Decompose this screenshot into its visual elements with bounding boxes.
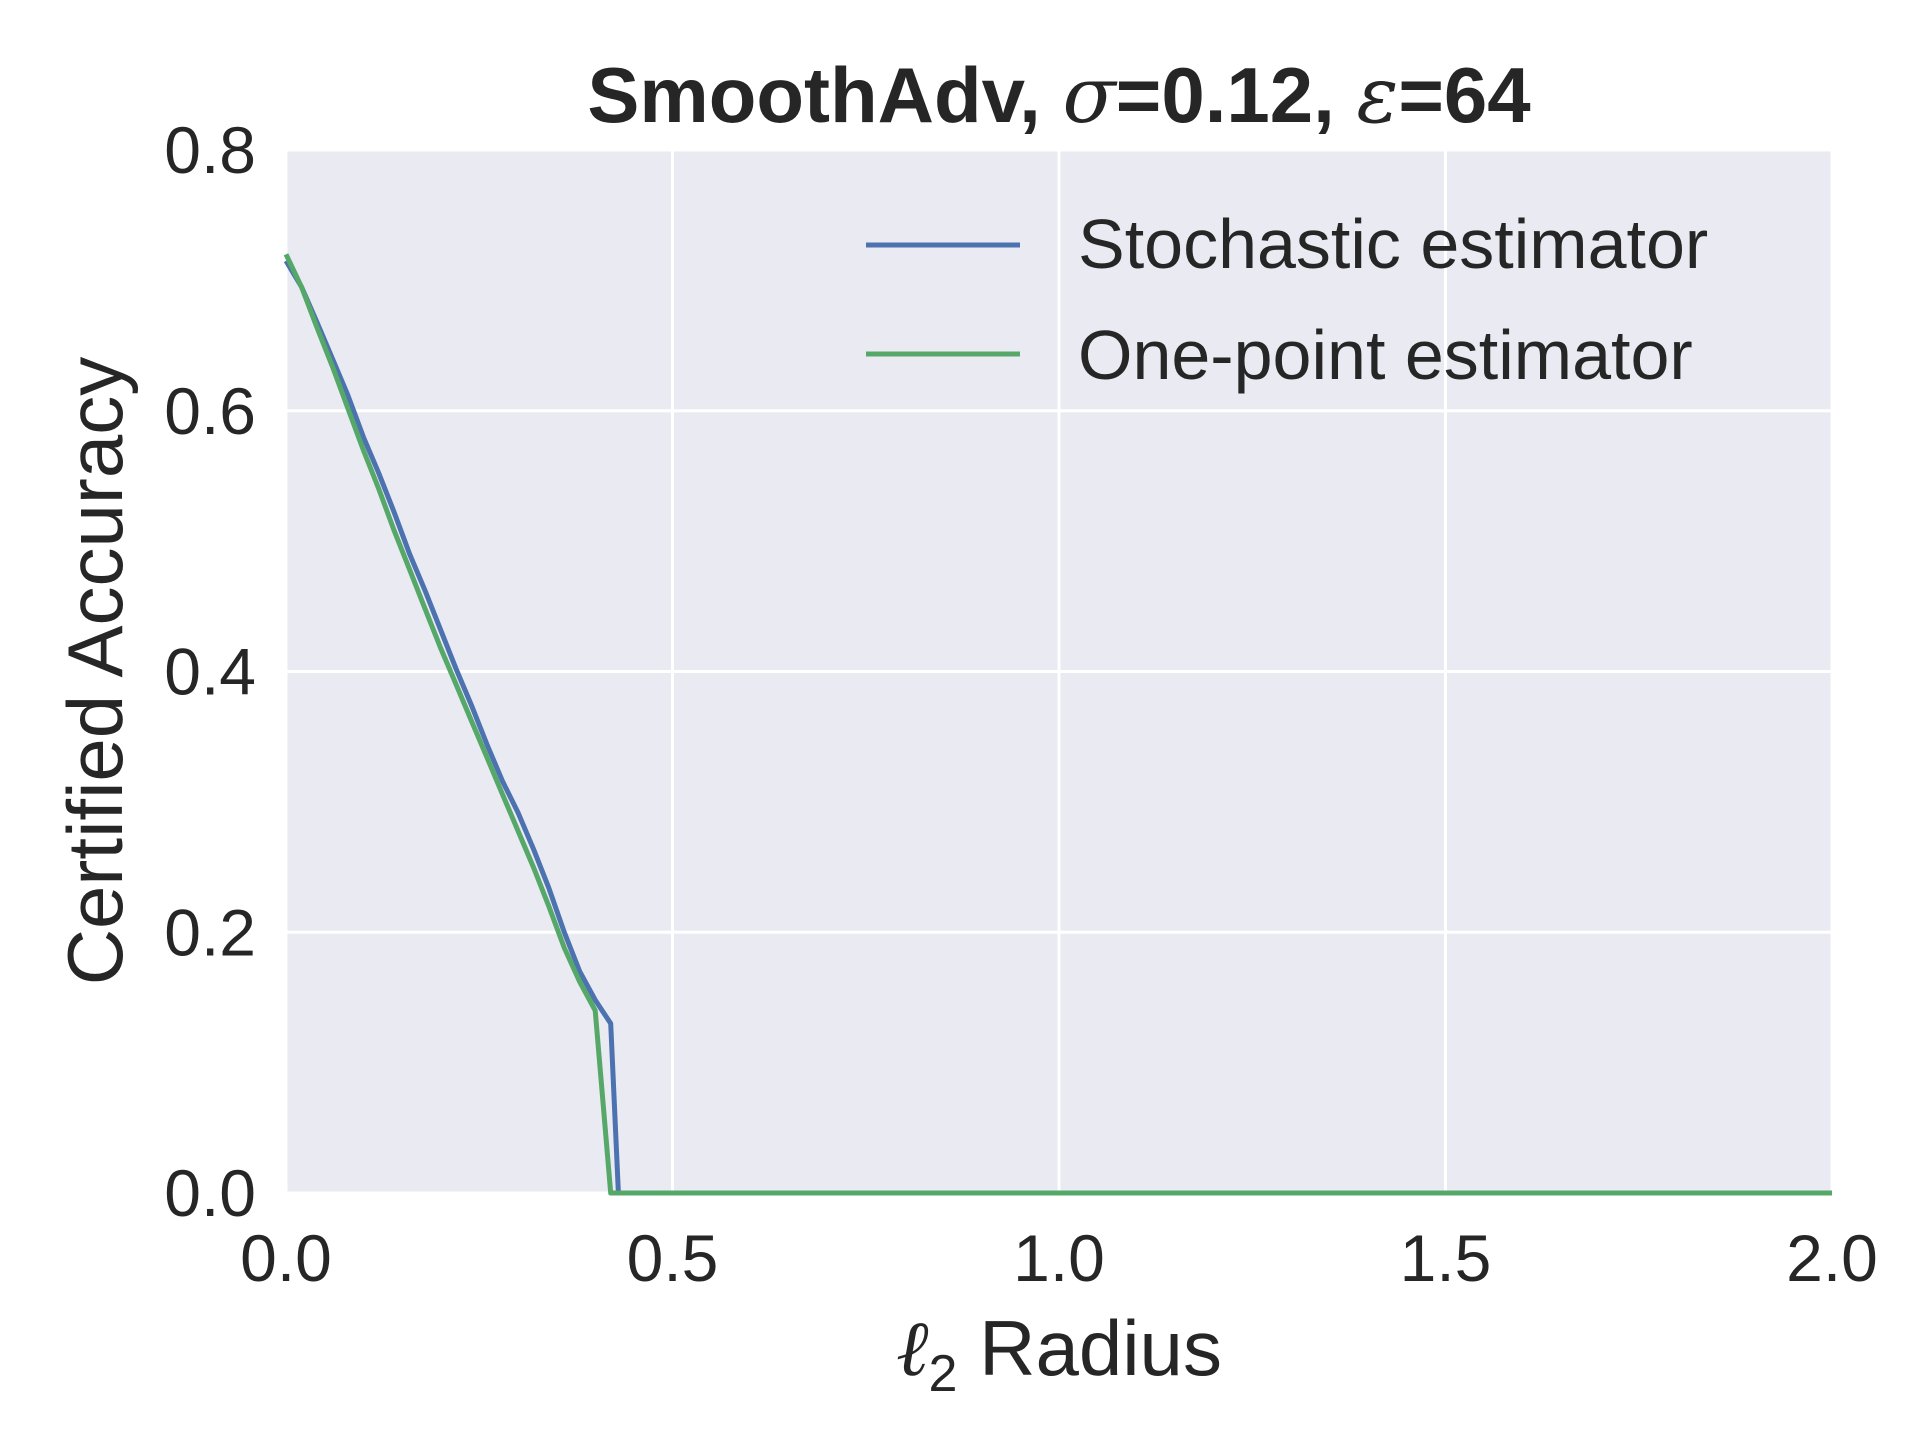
series-line-stochastic <box>283 259 1832 1196</box>
legend-label-stochastic: Stochastic estimator <box>1078 205 1708 283</box>
title-sigma-value: =0.12, <box>1116 51 1357 139</box>
x-axis-subscript: 2 <box>929 1345 958 1403</box>
x-tick-label: 1.5 <box>1400 1221 1492 1295</box>
y-tick-label: 0.4 <box>164 635 256 709</box>
y-tick-label: 0.6 <box>164 374 256 448</box>
y-tick-label: 0.2 <box>164 895 256 969</box>
x-tick-labels: 0.0 0.5 1.0 1.5 2.0 <box>240 1221 1878 1295</box>
legend-label-one-point: One-point estimator <box>1078 316 1693 394</box>
x-axis-label: ℓ2 Radius <box>896 1304 1222 1403</box>
series-line-one-point <box>283 253 1832 1196</box>
title-sigma-symbol: σ <box>1063 51 1118 141</box>
title-prefix: SmoothAdv, <box>587 51 1062 139</box>
y-tick-labels: 0.0 0.2 0.4 0.6 0.8 <box>164 113 256 1230</box>
x-tick-label: 0.5 <box>627 1221 719 1295</box>
x-axis-text: Radius <box>957 1304 1221 1392</box>
title-eps-value: =64 <box>1398 51 1530 139</box>
title-eps-symbol: ε <box>1356 51 1398 141</box>
x-tick-label: 1.0 <box>1013 1221 1105 1295</box>
y-axis-label: Certified Accuracy <box>51 357 139 986</box>
legend: Stochastic estimator One-point estimator <box>866 205 1708 394</box>
chart-title: SmoothAdv, σ=0.12, ε=64 <box>587 51 1530 141</box>
x-tick-label: 0.0 <box>240 1221 332 1295</box>
x-tick-label: 2.0 <box>1786 1221 1878 1295</box>
x-axis-symbol: ℓ <box>896 1304 929 1394</box>
y-tick-label: 0.0 <box>164 1156 256 1230</box>
y-tick-label: 0.8 <box>164 113 256 187</box>
series-layer <box>283 253 1832 1196</box>
